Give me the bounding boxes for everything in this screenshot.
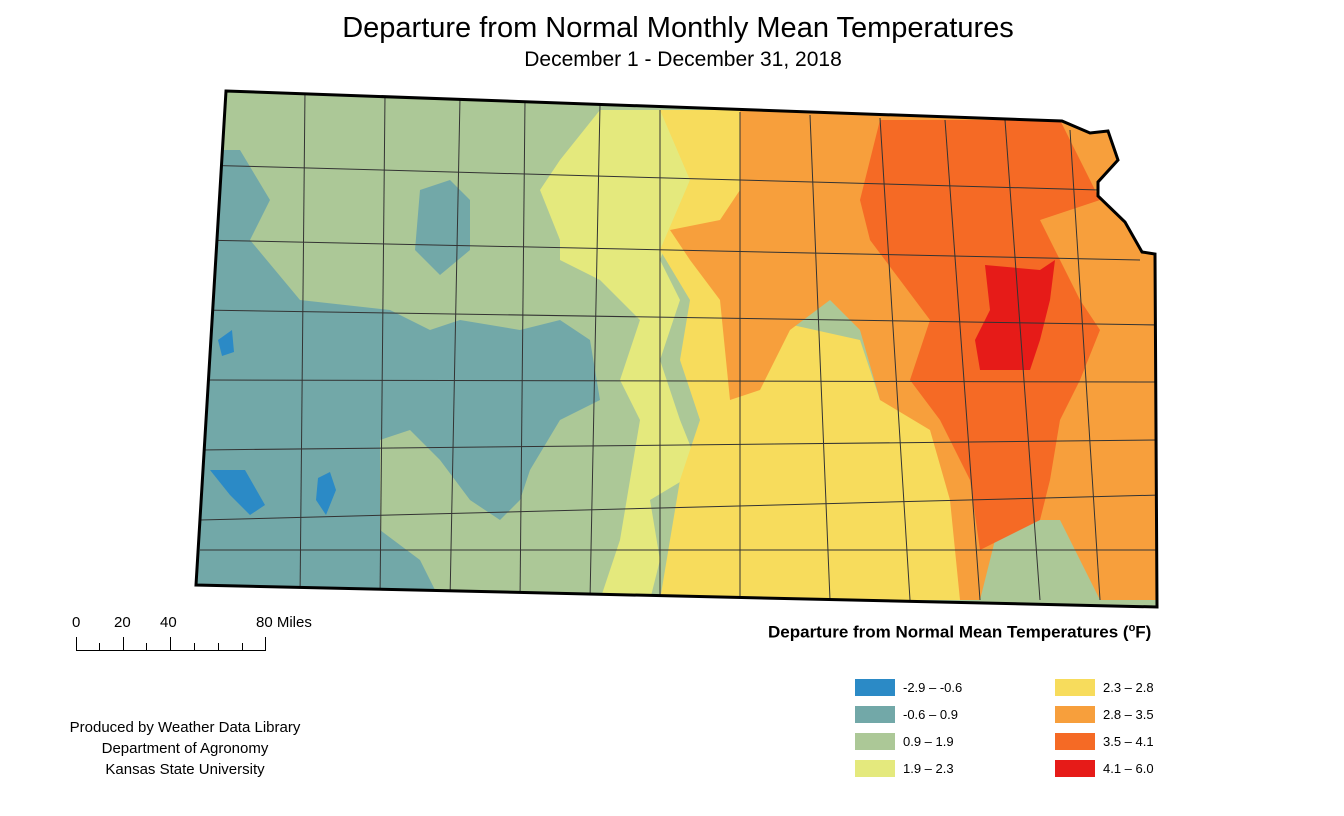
scale-tick [170, 637, 171, 651]
credit-line-3: Kansas State University [105, 761, 265, 778]
legend-item: -0.6 – 0.9 [855, 705, 958, 723]
legend-label: -2.9 – -0.6 [903, 679, 963, 695]
legend-label: 2.8 – 3.5 [1103, 706, 1154, 722]
zone-neg2.9-neg0.6-a [210, 470, 265, 515]
legend-swatch [1055, 759, 1095, 777]
scale-label-80: 80 Miles [256, 614, 312, 631]
scale-label-20: 20 [114, 614, 131, 631]
legend-swatch [855, 732, 895, 750]
temperature-zones [196, 91, 1157, 607]
legend-swatch [1055, 732, 1095, 750]
legend-item: 4.1 – 6.0 [1055, 759, 1154, 777]
map-title: Departure from Normal Monthly Mean Tempe… [342, 12, 1014, 44]
credit-line-2: Department of Agronomy [101, 740, 269, 757]
legend-swatch [1055, 705, 1095, 723]
legend-item: -2.9 – -0.6 [855, 678, 962, 696]
scale-line [76, 650, 266, 651]
legend-item: 2.8 – 3.5 [1055, 705, 1154, 723]
scale-tick [265, 637, 266, 651]
zone-neg2.9-neg0.6-c [218, 330, 234, 356]
legend-label: 1.9 – 2.3 [903, 760, 954, 776]
legend-label: 2.3 – 2.8 [1103, 679, 1154, 695]
scale-tick [146, 643, 147, 651]
legend-title-degree: o [1128, 622, 1136, 634]
scale-tick [194, 643, 195, 651]
scale-tick [76, 637, 77, 651]
zone-4.1-6.0 [975, 260, 1055, 370]
credits: Produced by Weather Data Library Departm… [30, 717, 340, 780]
legend-item: 0.9 – 1.9 [855, 732, 954, 750]
scale-label-0: 0 [72, 614, 81, 631]
legend-item: 1.9 – 2.3 [855, 759, 954, 777]
legend-label: 4.1 – 6.0 [1103, 760, 1154, 776]
zone-neg0.6-0.9-northwest [415, 180, 470, 275]
legend-swatch [855, 759, 895, 777]
scale-label-40: 40 [160, 614, 177, 631]
scale-tick [218, 643, 219, 651]
legend-label: 3.5 – 4.1 [1103, 733, 1154, 749]
legend-title-text: Departure from Normal Mean Temperatures … [768, 622, 1129, 642]
map-subtitle: December 1 - December 31, 2018 [524, 48, 842, 71]
scale-tick [242, 643, 243, 651]
zone-neg0.6-0.9-southwest [196, 150, 600, 600]
county-boundaries [199, 91, 1157, 601]
legend-item: 2.3 – 2.8 [1055, 678, 1154, 696]
scale-bar: 0 20 40 80 Miles [62, 614, 342, 654]
legend-swatch [1055, 678, 1095, 696]
legend-swatch [855, 705, 895, 723]
legend-title: Departure from Normal Mean Temperatures … [768, 622, 1151, 643]
legend-swatch [855, 678, 895, 696]
legend-label: 0.9 – 1.9 [903, 733, 954, 749]
legend-label: -0.6 – 0.9 [903, 706, 958, 722]
scale-tick [99, 643, 100, 651]
credit-line-1: Produced by Weather Data Library [69, 719, 301, 736]
kansas-state-outline [194, 89, 1159, 609]
legend-title-unit: F) [1135, 622, 1152, 642]
scale-tick [123, 637, 124, 651]
legend-item: 3.5 – 4.1 [1055, 732, 1154, 750]
zone-neg2.9-neg0.6-b [316, 472, 336, 515]
